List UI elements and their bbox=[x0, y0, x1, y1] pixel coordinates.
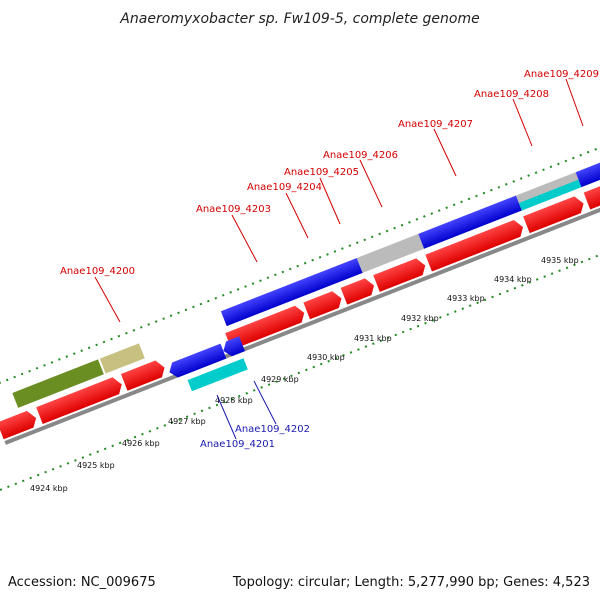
forward-gene bbox=[340, 278, 375, 305]
gene-label[interactable]: Anae109_4207 bbox=[398, 119, 473, 130]
kbp-label: 4928 kbp bbox=[215, 396, 253, 405]
cyan-feature bbox=[518, 179, 582, 211]
gene-label[interactable]: Anae109_4201 bbox=[200, 439, 275, 450]
reverse-gene bbox=[223, 336, 245, 357]
reverse-gene bbox=[575, 146, 600, 188]
gene-label[interactable]: Anae109_4209 bbox=[524, 69, 599, 80]
kbp-label: 4935 kbp bbox=[541, 256, 579, 265]
kbp-label: 4931 kbp bbox=[354, 334, 392, 343]
gene-label[interactable]: Anae109_4205 bbox=[284, 167, 359, 178]
forward-gene bbox=[425, 220, 524, 272]
accession-text: Accession: NC_009675 bbox=[8, 575, 156, 590]
short-track bbox=[169, 336, 248, 392]
gene-label[interactable]: Anae109_4204 bbox=[247, 182, 322, 193]
gene-label[interactable]: Anae109_4206 bbox=[323, 150, 398, 161]
kbp-label: 4927 kbp bbox=[168, 417, 206, 426]
forward-gene bbox=[120, 360, 165, 391]
gene-label[interactable]: Anae109_4203 bbox=[196, 204, 271, 215]
genome-stats-text: Topology: circular; Length: 5,277,990 bp… bbox=[232, 575, 590, 590]
cyan-feature bbox=[187, 358, 248, 392]
kbp-label: 4926 kbp bbox=[122, 439, 160, 448]
map-title: Anaeromyxobacter sp. Fw109-5, complete g… bbox=[119, 11, 479, 27]
reverse-gene bbox=[418, 195, 522, 249]
kbp-label: 4930 kbp bbox=[307, 353, 345, 362]
forward-gene bbox=[0, 410, 37, 440]
kbp-label: 4934 kbp bbox=[494, 275, 532, 284]
khaki-feature bbox=[99, 343, 145, 374]
backbone-line bbox=[4, 185, 600, 445]
red-leader-lines bbox=[94, 78, 584, 323]
kbp-label: 4924 kbp bbox=[30, 484, 68, 493]
main-track bbox=[0, 132, 600, 445]
forward-gene bbox=[36, 377, 122, 424]
forward-gene bbox=[373, 258, 426, 292]
olive-feature bbox=[12, 359, 104, 408]
forward-gene bbox=[225, 305, 305, 350]
forward-gene bbox=[303, 291, 342, 320]
blue-leader-lines bbox=[216, 380, 277, 440]
kbp-label: 4932 kbp bbox=[401, 314, 439, 323]
reverse-gene bbox=[169, 343, 227, 378]
grey-feature bbox=[356, 233, 425, 273]
reverse-gene bbox=[220, 257, 363, 327]
kbp-label: 4925 kbp bbox=[77, 461, 115, 470]
kbp-scale bbox=[0, 226, 600, 491]
kbp-label: 4929 kbp bbox=[261, 375, 299, 384]
gene-label[interactable]: Anae109_4200 bbox=[60, 266, 135, 277]
gene-label[interactable]: Anae109_4202 bbox=[235, 424, 310, 435]
forward-gene bbox=[523, 196, 584, 234]
gene-label[interactable]: Anae109_4208 bbox=[474, 89, 549, 100]
kbp-label: 4933 kbp bbox=[447, 294, 485, 303]
